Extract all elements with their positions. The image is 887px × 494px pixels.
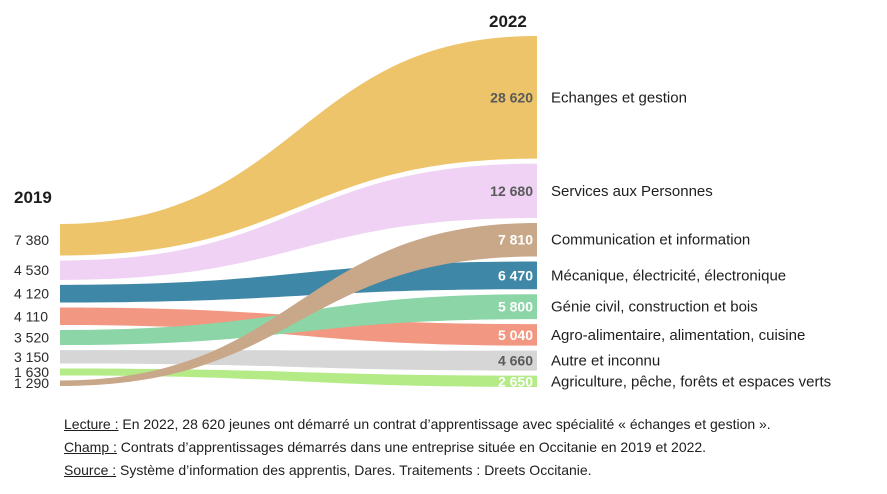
note-champ-key: Champ :: [64, 439, 117, 455]
category-label-agro-alimentaire-alimentation-cuisine: Agro-alimentaire, alimentation, cuisine: [551, 327, 805, 344]
category-label-communication-et-information: Communication et information: [551, 232, 750, 249]
value-2019-genie-civil-construction-et-bois: 3 520: [14, 330, 49, 346]
value-2019-mecanique-electricite-electronique: 4 120: [14, 286, 49, 302]
band-services-aux-personnes: [60, 163, 537, 280]
value-2019-services-aux-personnes: 4 530: [14, 262, 49, 278]
category-label-echanges-et-gestion: Echanges et gestion: [551, 89, 687, 106]
category-label-services-aux-personnes: Services aux Personnes: [551, 183, 713, 200]
note-champ: Champ : Contrats d’apprentissages démarr…: [64, 436, 771, 459]
category-label-genie-civil-construction-et-bois: Génie civil, construction et bois: [551, 299, 758, 316]
year-2022-label: 2022: [489, 12, 527, 31]
category-label-agriculture-peche-forets-et-espaces-verts: Agriculture, pêche, forêts et espaces ve…: [551, 373, 831, 390]
band-communication-et-information: [60, 223, 537, 386]
note-lecture-text: En 2022, 28 620 jeunes ont démarré un co…: [118, 416, 771, 432]
value-2022-services-aux-personnes: 12 680: [490, 183, 533, 199]
value-2022-agro-alimentaire-alimentation-cuisine: 5 040: [498, 327, 533, 343]
value-2022-echanges-et-gestion: 28 620: [490, 89, 533, 105]
value-2022-genie-civil-construction-et-bois: 5 800: [498, 299, 533, 315]
band-autre-et-inconnu: [60, 350, 537, 371]
note-lecture: Lecture : En 2022, 28 620 jeunes ont dém…: [64, 413, 771, 436]
band-agriculture-peche-forets-et-espaces-verts: [60, 368, 537, 387]
band-echanges-et-gestion: [60, 36, 537, 256]
value-2022-agriculture-peche-forets-et-espaces-verts: 2 650: [498, 373, 533, 389]
category-label-mecanique-electricite-electronique: Mécanique, électricité, électronique: [551, 267, 786, 284]
value-2019-communication-et-information: 1 290: [14, 375, 49, 391]
year-2019-label: 2019: [14, 188, 52, 207]
note-source-text: Système d’information des apprentis, Dar…: [116, 462, 592, 478]
stream-chart: 7 380 28 620 Echanges et gestion 4 530 12 68…: [14, 12, 831, 391]
note-source-key: Source :: [64, 462, 117, 478]
category-label-autre-et-inconnu: Autre et inconnu: [551, 353, 660, 370]
value-2019-autre-et-inconnu: 3 150: [14, 349, 49, 365]
note-champ-text: Contrats d’apprentissages démarrés dans …: [116, 439, 707, 455]
note-lecture-key: Lecture :: [64, 416, 119, 432]
value-2022-mecanique-electricite-electronique: 6 470: [498, 267, 533, 283]
band-mecanique-electricite-electronique: [60, 261, 537, 303]
chart-notes: Lecture : En 2022, 28 620 jeunes ont dém…: [64, 413, 771, 482]
value-2019-echanges-et-gestion: 7 380: [14, 232, 49, 248]
value-2022-autre-et-inconnu: 4 660: [498, 353, 533, 369]
value-2019-agriculture-peche-forets-et-espaces-verts: 1 630: [14, 364, 49, 380]
note-source: Source : Système d’information des appre…: [64, 459, 771, 482]
value-2022-communication-et-information: 7 810: [498, 232, 533, 248]
value-2019-agro-alimentaire-alimentation-cuisine: 4 110: [14, 308, 48, 324]
